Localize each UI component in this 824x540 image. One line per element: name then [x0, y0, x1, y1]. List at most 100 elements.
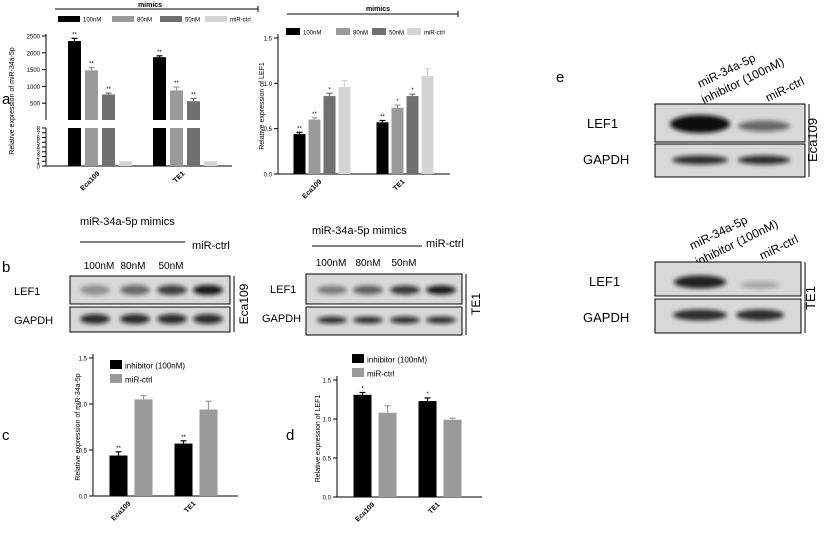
legend-swatch [205, 16, 227, 22]
y-tick-label: 500 [30, 102, 41, 108]
legend-label: 100nM [303, 31, 321, 37]
row-label: GAPDH [14, 315, 53, 327]
y-tick-label: 1.5 [323, 379, 332, 385]
y-tick-label: 0.5 [79, 449, 88, 455]
y-tick-label: 1.5 [79, 357, 88, 363]
legend-label: 50nM [185, 18, 200, 24]
band-gapdh [738, 155, 790, 165]
panel-label-a: a [2, 91, 11, 108]
legend-swatch [336, 28, 350, 35]
western-blot-b-te1: miR-34a-5p mimics miR-ctrl 100nM 80nM 50nM LE… [262, 225, 483, 336]
significance-mark: * [328, 87, 331, 93]
band-lef1 [740, 281, 780, 289]
cell-line-label: Eca109 [805, 118, 820, 162]
significance-mark: ** [380, 115, 385, 121]
y-axis-label: Relative expression of LEF1 [259, 62, 266, 150]
y-tick-label: 7 [37, 131, 41, 137]
band-gapdh [353, 316, 383, 324]
legend-label: inhibitor (100nM) [125, 362, 185, 371]
legend-label: miR-ctrl [125, 376, 153, 385]
band-lef1 [120, 285, 150, 295]
bar [421, 76, 434, 174]
row-label: GAPDH [262, 313, 301, 325]
band-lef1 [426, 285, 456, 295]
bar-upper [153, 57, 166, 120]
significance-mark: ** [72, 32, 77, 38]
y-tick-label: 1500 [27, 68, 41, 74]
y-tick-label: 1.0 [323, 418, 332, 424]
legend-swatch [352, 368, 364, 377]
band-gapdh [317, 316, 347, 324]
bar [406, 96, 419, 174]
band-gapdh [390, 316, 420, 324]
legend-label: miR-ctrl [367, 370, 395, 379]
blot-header: miR-34a-5p mimics [80, 216, 175, 228]
band-lef1 [353, 285, 383, 295]
band-lef1 [80, 285, 110, 295]
band-gapdh [426, 316, 456, 324]
legend-swatch [112, 16, 134, 22]
bar [391, 107, 404, 174]
bar-lower [170, 128, 183, 166]
legend-label: miR-ctrl [230, 18, 251, 24]
y-tick-label: 0.0 [323, 496, 332, 502]
blot-lef1-box [654, 261, 802, 297]
band-gapdh [673, 309, 727, 321]
blot-header: miR-34a-5p mimics [312, 225, 407, 237]
lane-label: 50nM [391, 258, 416, 269]
lane-label: 50nM [158, 261, 183, 272]
significance-mark: * [361, 386, 364, 392]
y-tick-label: 2000 [27, 51, 41, 57]
significance-mark: ** [89, 62, 94, 68]
bar [378, 412, 397, 497]
band-gapdh [80, 314, 110, 324]
x-tick-label: TE1 [427, 501, 441, 515]
row-label: LEF1 [589, 274, 620, 289]
band-lef1 [317, 285, 347, 295]
legend-swatch [286, 28, 300, 35]
band-gapdh [736, 309, 784, 321]
y-tick-label: 3 [37, 150, 41, 156]
significance-mark: ** [116, 446, 121, 452]
panel-label-c: c [2, 427, 10, 444]
y-tick-label: 4 [37, 146, 41, 152]
y-tick-label: 6 [37, 136, 41, 142]
lane-label: 80nM [355, 258, 380, 269]
lane-label: 100nM [84, 261, 115, 272]
legend-label: miR-ctrl [424, 31, 445, 37]
bar-upper [170, 90, 183, 120]
band-gapdh [120, 314, 150, 324]
cell-line-label: Eca109 [237, 283, 251, 324]
bar [109, 455, 128, 496]
significance-mark: * [426, 392, 429, 398]
bar [353, 394, 372, 497]
significance-mark: ** [297, 126, 302, 132]
y-tick-label: 5 [37, 141, 41, 147]
bar [204, 161, 217, 166]
x-tick-label: Eca109 [354, 501, 376, 523]
significance-mark: ** [174, 81, 179, 87]
legend-label: inhibitor (100nM) [367, 356, 427, 365]
y-tick-label: 1.5 [264, 37, 273, 43]
bar [443, 419, 462, 497]
y-tick-label: 2 [37, 155, 41, 161]
legend-swatch [407, 28, 421, 35]
y-tick-label: 1.0 [79, 403, 88, 409]
legend-label: 50nM [389, 31, 404, 37]
row-label: GAPDH [583, 152, 629, 167]
lane-label: 80nM [120, 261, 145, 272]
y-tick-label: 0.0 [79, 495, 88, 501]
legend-swatch [160, 16, 182, 22]
y-tick-label: 0.5 [264, 127, 273, 133]
chart-header: mimics [366, 6, 390, 13]
lane-label: 100nM [316, 258, 347, 269]
legend-label: 100nM [83, 18, 101, 24]
significance-mark: * [396, 99, 399, 105]
bar-lower [153, 128, 166, 166]
x-tick-label: TE1 [172, 170, 186, 184]
bar [174, 443, 193, 496]
x-tick-label: TE1 [392, 178, 406, 192]
